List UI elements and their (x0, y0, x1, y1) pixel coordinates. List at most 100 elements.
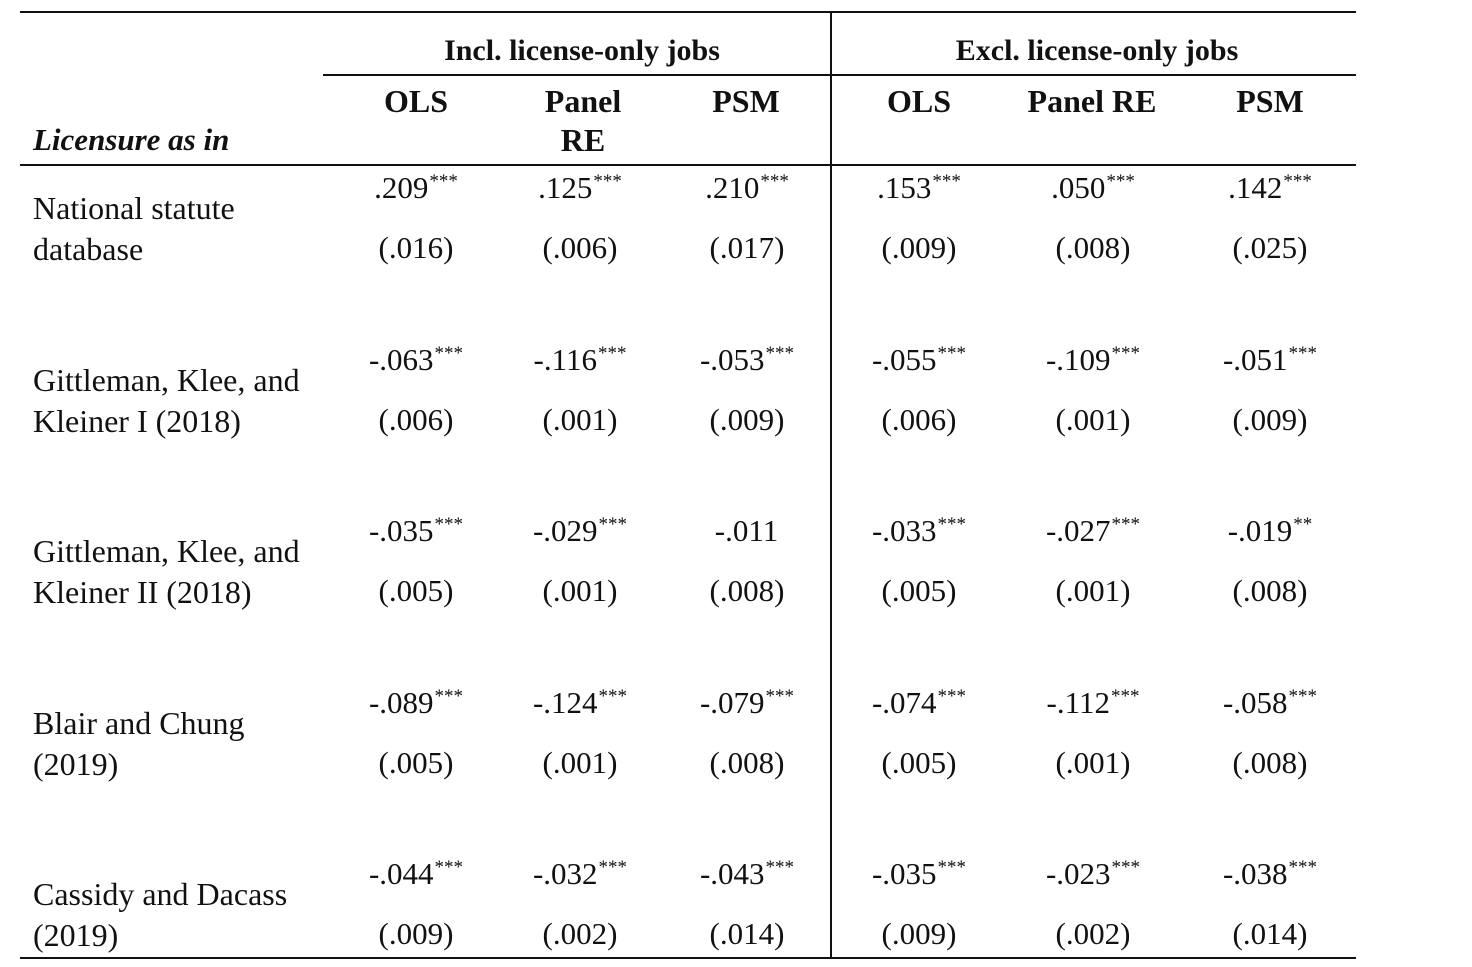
col-header-ols-excl: OLS (886, 83, 952, 119)
std-error-cell: (.001) (542, 744, 618, 780)
std-error-cell: (.005) (378, 744, 454, 780)
significance-stars: *** (937, 685, 967, 707)
col-header-panel-re-incl: Panel RE (544, 83, 622, 158)
std-error-cell: (.009) (881, 230, 957, 265)
coef-value: -.038 (1222, 856, 1288, 891)
coef-cell: .153*** (877, 170, 961, 206)
significance-stars: *** (1106, 171, 1135, 192)
coef-value: -.043 (699, 856, 765, 891)
significance-stars: *** (1111, 857, 1141, 878)
coef-value: -.089 (368, 684, 434, 720)
coef-cell: .050*** (1051, 170, 1135, 206)
coef-cell: -.035*** (872, 856, 966, 892)
row-label-line1: Cassidy and Dacass (33, 876, 288, 912)
coef-cell: .209*** (374, 170, 458, 206)
significance-stars: *** (760, 171, 789, 192)
significance-stars: *** (434, 857, 464, 878)
coef-cell: -.109*** (1046, 342, 1140, 378)
std-error-cell: (.008) (1232, 744, 1308, 780)
coef-cell: -.079*** (700, 685, 794, 721)
coef-cell: -.051*** (1223, 342, 1317, 378)
row-label-line1: Blair and Chung (33, 704, 245, 741)
coef-value: -.033 (871, 513, 937, 548)
coef-cell: -.043*** (700, 856, 794, 892)
coef-value: -.044 (368, 856, 434, 891)
row-label-line2: Kleiner II (2018) (33, 574, 252, 610)
significance-stars: ** (1293, 514, 1313, 535)
coef-cell: -.089*** (369, 685, 463, 721)
coef-value: -.112 (1046, 684, 1110, 720)
significance-stars: *** (1110, 685, 1140, 707)
coef-value: -.053 (699, 341, 765, 377)
coef-value: -.035 (368, 513, 434, 548)
coef-value: -.019 (1227, 513, 1293, 548)
std-error-cell: (.008) (1232, 573, 1308, 608)
std-error-cell: (.014) (709, 916, 785, 951)
coef-cell: -.023*** (1046, 856, 1140, 892)
coef-value: -.051 (1222, 341, 1288, 377)
coef-value: -.027 (1045, 513, 1111, 548)
significance-stars: *** (765, 342, 795, 364)
coef-value: .050 (1051, 170, 1106, 205)
significance-stars: *** (1288, 685, 1318, 707)
col-header-psm-incl: PSM (712, 83, 780, 119)
std-error-cell: (.001) (542, 573, 618, 608)
std-error-cell: (.005) (378, 573, 454, 608)
coef-cell: -.032*** (533, 856, 627, 892)
std-error-cell: (.016) (378, 230, 454, 265)
std-error-cell: (.025) (1232, 230, 1308, 265)
std-error-cell: (.009) (378, 916, 454, 951)
std-error-cell: (.001) (542, 401, 618, 437)
significance-stars: *** (937, 857, 967, 878)
bottom-rule (20, 957, 1356, 959)
coef-value: -.109 (1045, 341, 1111, 377)
coef-value: -.058 (1222, 684, 1288, 720)
std-error-cell: (.008) (709, 744, 785, 780)
row-label-line2: (2019) (33, 917, 119, 953)
row-label: Cassidy and Dacass (2019) (33, 874, 287, 956)
coef-value: -.029 (532, 513, 598, 548)
group-header-excl: Excl. license-only jobs (955, 34, 1239, 67)
row-label-line2: database (33, 231, 144, 267)
coef-cell: -.112*** (1047, 685, 1140, 721)
std-error-cell: (.006) (378, 401, 454, 437)
group-divider (830, 11, 832, 959)
header-rule (20, 164, 1356, 166)
significance-stars: *** (434, 342, 464, 364)
row-label: Blair and Chung (2019) (33, 703, 245, 785)
coef-value: .142 (1228, 170, 1283, 205)
std-error-cell: (.014) (1232, 916, 1308, 951)
coef-value: -.074 (871, 684, 937, 720)
significance-stars: *** (597, 342, 627, 364)
std-error-cell: (.005) (881, 573, 957, 608)
std-error-cell: (.002) (542, 916, 618, 951)
top-rule (20, 11, 1356, 13)
row-label-line1: Gittleman, Klee, and (33, 533, 300, 569)
coef-value: -.079 (699, 684, 765, 720)
coef-cell: -.011 (715, 513, 779, 549)
significance-stars: *** (1111, 342, 1141, 364)
coef-value: -.032 (532, 856, 598, 891)
group-rule (323, 74, 1356, 76)
coef-value: -.116 (533, 341, 597, 377)
row-label: National statute database (33, 188, 235, 270)
significance-stars: *** (765, 685, 795, 707)
coef-cell: -.124*** (533, 685, 627, 721)
coef-value: -.124 (532, 684, 598, 720)
row-label: Gittleman, Klee, and Kleiner I (2018) (33, 360, 300, 442)
row-label-line1: National statute (33, 190, 235, 226)
std-error-cell: (.017) (709, 230, 785, 265)
std-error-cell: (.001) (1055, 573, 1131, 608)
stub-header: Licensure as in (33, 122, 230, 157)
coef-cell: -.038*** (1223, 856, 1317, 892)
col-header-panel-re-excl: Panel RE (1027, 83, 1157, 119)
coef-cell: -.029*** (533, 513, 627, 549)
coef-value: .210 (705, 170, 760, 205)
significance-stars: *** (429, 171, 458, 192)
coef-cell: -.027*** (1046, 513, 1140, 549)
coef-cell: -.055*** (872, 342, 966, 378)
coef-cell: -.116*** (534, 342, 627, 378)
significance-stars: *** (434, 514, 464, 535)
coef-value: .209 (374, 170, 429, 205)
std-error-cell: (.009) (709, 401, 785, 437)
